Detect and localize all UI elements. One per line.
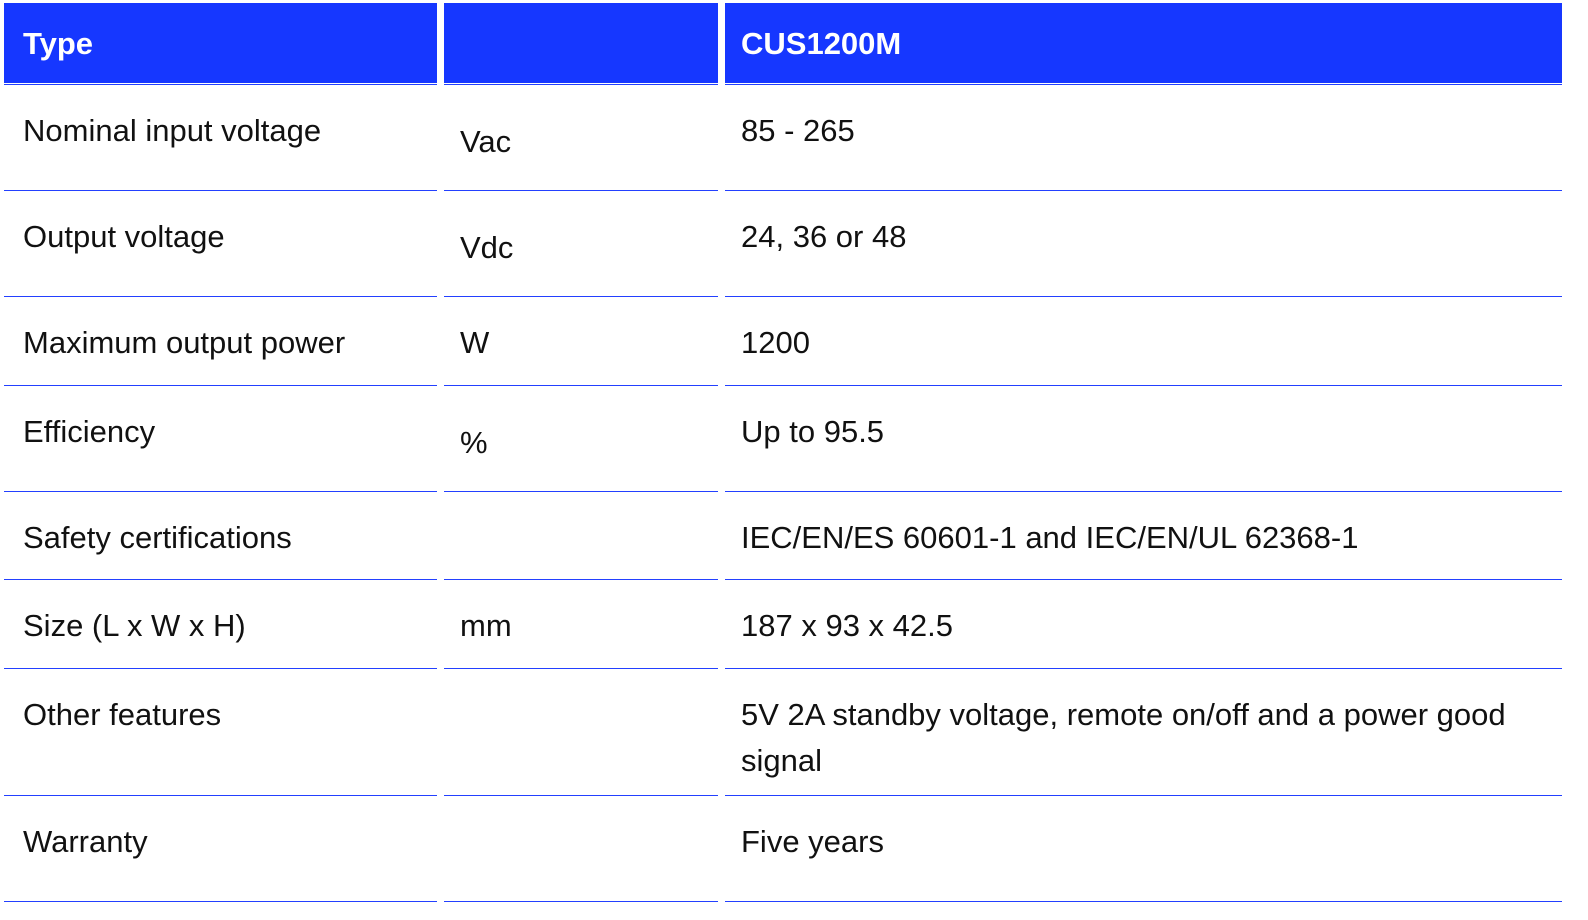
row-value-text: 5V 2A standby voltage, remote on/off and… (741, 697, 1506, 778)
row-unit: mm (444, 580, 718, 669)
row-label: Nominal input voltage (4, 85, 437, 191)
table-row: Safety certifications IEC/EN/ES 60601-1 … (4, 492, 1562, 580)
row-value: Up to 95.5 (725, 386, 1562, 492)
row-unit: Vac (444, 85, 718, 191)
row-unit: % (444, 386, 718, 492)
header-model: CUS1200M (725, 3, 1562, 83)
table-row: Other features 5V 2A standby voltage, re… (4, 669, 1562, 796)
table-row: Maximum output power W 1200 (4, 297, 1562, 386)
row-unit: W (444, 297, 718, 386)
row-value: 1200 (725, 297, 1562, 386)
row-label: Output voltage (4, 191, 437, 297)
row-value: 187 x 93 x 42.5 (725, 580, 1562, 669)
row-label: Size (L x W x H) (4, 580, 437, 669)
row-label: Maximum output power (4, 297, 437, 386)
row-value: IEC/EN/ES 60601-1 and IEC/EN/UL 62368-1 (725, 492, 1562, 580)
row-label: Safety certifications (4, 492, 437, 580)
row-value: 5V 2A standby voltage, remote on/off and… (725, 669, 1562, 796)
row-label: Efficiency (4, 386, 437, 492)
spec-table: Type CUS1200M Nominal input voltage Vac … (4, 3, 1562, 902)
row-value: 24, 36 or 48 (725, 191, 1562, 297)
row-unit (444, 492, 718, 580)
table-row: Warranty Five years (4, 796, 1562, 902)
table-row: Nominal input voltage Vac 85 - 265 (4, 85, 1562, 191)
row-value: Five years (725, 796, 1562, 902)
header-unit (444, 3, 718, 83)
row-label: Other features (4, 669, 437, 796)
header-type: Type (4, 3, 437, 83)
row-unit: Vdc (444, 191, 718, 297)
row-unit (444, 796, 718, 902)
row-unit (444, 669, 718, 796)
row-value: 85 - 265 (725, 85, 1562, 191)
table-row: Output voltage Vdc 24, 36 or 48 (4, 191, 1562, 297)
row-label: Warranty (4, 796, 437, 902)
table-row: Size (L x W x H) mm 187 x 93 x 42.5 (4, 580, 1562, 669)
table-row: Efficiency % Up to 95.5 (4, 386, 1562, 492)
table-header-row: Type CUS1200M (4, 3, 1562, 83)
